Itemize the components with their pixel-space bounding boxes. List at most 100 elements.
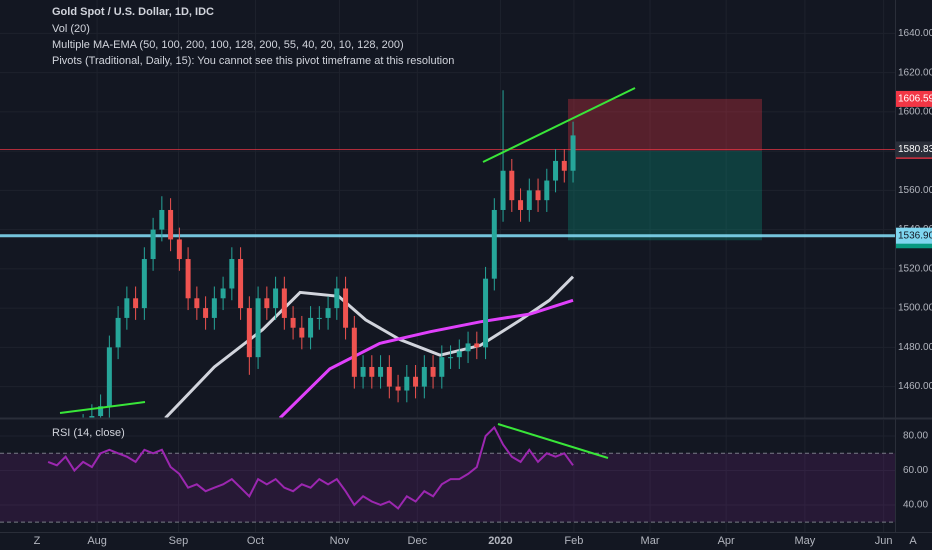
trend-line xyxy=(482,87,636,163)
price-badge-label: 1580.83 xyxy=(898,144,932,155)
x-tick-label: May xyxy=(794,535,815,547)
candle-body xyxy=(509,170,515,201)
axis-icon: A xyxy=(909,535,917,547)
candle-body xyxy=(500,170,506,210)
rsi-band xyxy=(0,453,895,523)
candle-body xyxy=(395,386,401,391)
candle-body xyxy=(159,209,165,230)
trend-line xyxy=(59,401,146,414)
price-badge xyxy=(896,141,932,158)
x-tick-label: Jun xyxy=(875,535,893,547)
rsi-tick-label: 80.00 xyxy=(903,431,928,442)
candle-body xyxy=(194,298,200,309)
x-tick-label: Aug xyxy=(87,535,107,547)
candle-body xyxy=(299,327,305,338)
candle-body xyxy=(535,190,541,201)
candle-body xyxy=(238,259,244,309)
candle-body xyxy=(544,180,550,201)
price-badge xyxy=(896,90,932,107)
rsi-tick-label: 60.00 xyxy=(903,465,928,476)
x-tick-label: Mar xyxy=(641,535,660,547)
candle-body xyxy=(124,298,130,318)
axis-icon: Z xyxy=(34,535,41,547)
price-badge-label: 1606.59 xyxy=(898,94,932,105)
candle-body xyxy=(526,190,532,210)
x-tick-label: Apr xyxy=(718,535,735,547)
y-tick-label: 1640.00 xyxy=(898,28,932,39)
rsi-line xyxy=(47,425,574,510)
candle-body xyxy=(518,200,524,210)
candle-body xyxy=(360,366,366,377)
x-tick-label: Sep xyxy=(169,535,189,547)
candle-body xyxy=(211,298,217,318)
y-tick-label: 1560.00 xyxy=(898,185,932,196)
price-badge xyxy=(896,227,932,244)
candle-body xyxy=(561,160,567,171)
candle-body xyxy=(89,416,95,418)
candle-body xyxy=(483,278,489,348)
candle-body xyxy=(176,239,182,260)
candle-body xyxy=(229,259,235,289)
candle-body xyxy=(334,288,340,309)
candle-body xyxy=(203,308,209,318)
trend-line xyxy=(497,423,609,459)
candle-body xyxy=(220,288,226,299)
candle-body xyxy=(281,288,287,318)
candle-body xyxy=(325,308,331,318)
candle-body xyxy=(115,317,121,348)
candle-body xyxy=(570,135,576,171)
rsi-tick-label: 40.00 xyxy=(903,500,928,511)
candle-body xyxy=(273,288,279,309)
candle-body xyxy=(168,209,174,240)
candle-body xyxy=(430,366,436,377)
candle-body xyxy=(448,357,454,359)
candle-body xyxy=(465,343,471,352)
candle-body xyxy=(133,298,139,309)
y-tick-label: 1460.00 xyxy=(898,381,932,392)
candle-body xyxy=(343,288,349,328)
legend-line: Vol (20) xyxy=(52,23,90,35)
chart-title: Gold Spot / U.S. Dollar, 1D, IDC xyxy=(52,6,214,18)
x-tick-label: 2020 xyxy=(488,535,512,547)
candle-body xyxy=(106,347,112,407)
candle-body xyxy=(290,317,296,328)
candle-body xyxy=(185,259,191,299)
candle-body xyxy=(474,343,480,348)
x-tick-label: Oct xyxy=(247,535,264,547)
price-badge-label: 1536.90 xyxy=(898,230,932,241)
candle-body xyxy=(421,366,427,387)
legend-line: Multiple MA-EMA (50, 100, 200, 100, 128,… xyxy=(52,39,404,51)
grid xyxy=(0,0,895,532)
candle-body xyxy=(439,357,445,377)
legend-line: Pivots (Traditional, Daily, 15): You can… xyxy=(52,55,454,67)
rsi-title: RSI (14, close) xyxy=(52,427,125,439)
y-tick-label: 1600.00 xyxy=(898,106,932,117)
candle-body xyxy=(378,366,384,377)
rsi-pane xyxy=(0,425,895,523)
candle-body xyxy=(456,351,462,358)
y-tick-label: 1620.00 xyxy=(898,67,932,78)
candle-body xyxy=(246,308,252,358)
candle-body xyxy=(413,376,419,387)
x-tick-label: Feb xyxy=(564,535,583,547)
candle-body xyxy=(351,327,357,377)
axes: Aug Sep Oct Nov Dec 2020 Feb Mar Apr May Jun Z A 1460… xyxy=(34,28,932,547)
candle-body xyxy=(255,298,261,358)
moving-average xyxy=(278,298,574,418)
position-reward xyxy=(568,150,762,241)
candle-body xyxy=(491,209,497,279)
position-risk xyxy=(568,98,762,151)
y-tick-label: 1480.00 xyxy=(898,342,932,353)
candle-body xyxy=(98,406,104,417)
candle-body xyxy=(404,376,410,391)
candle-body xyxy=(150,229,156,260)
candle-body xyxy=(553,160,559,181)
moving-average xyxy=(164,275,575,418)
y-tick-label: 1520.00 xyxy=(898,263,932,274)
candle-body xyxy=(308,317,314,338)
y-tick-label: 1500.00 xyxy=(898,303,932,314)
x-tick-label: Nov xyxy=(330,535,350,547)
